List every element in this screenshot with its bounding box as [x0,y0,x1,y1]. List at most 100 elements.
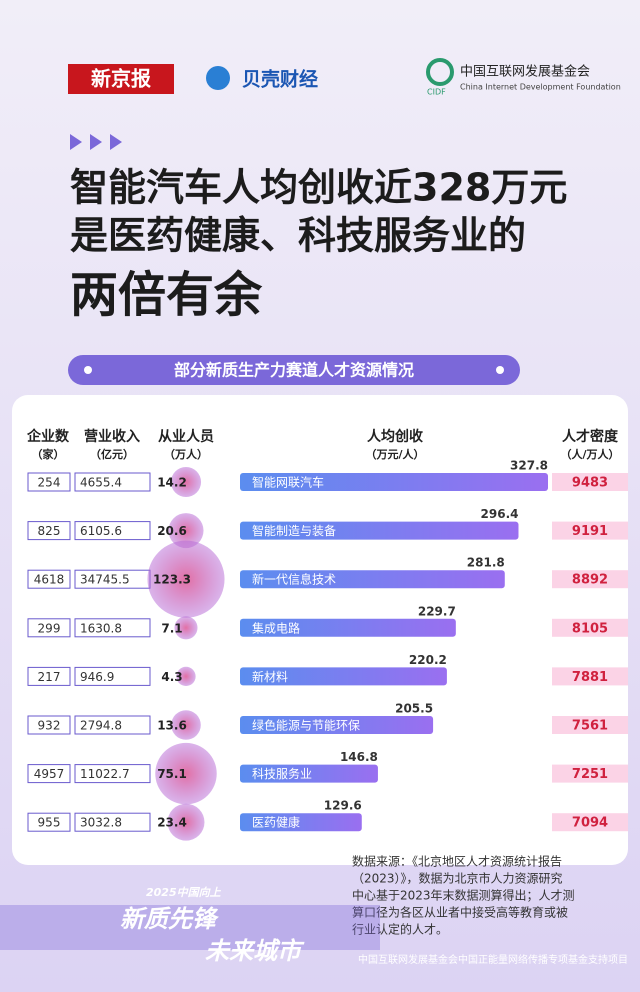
bar [240,813,362,832]
decor [84,366,92,374]
cell-box [27,521,71,541]
source-line: 行业认定的人才。 [352,922,448,937]
density: 7881 [572,670,608,685]
cell-box [552,716,628,734]
column-header: （亿元） [90,447,134,461]
cell-box [27,715,71,735]
source-line: 数据来源：《北京地区人才资源统计报告 [352,854,562,869]
logo-icon [426,58,454,86]
value-label: 220.2 [409,653,447,667]
density: 7561 [572,719,608,734]
bar-label: 新一代信息技术 [252,572,336,587]
title: 智能汽车人均创收近328万元 [70,166,567,210]
campaign: 新质先锋 [120,905,219,933]
revenue: 1630.8 [80,621,122,635]
companies: 955 [38,816,61,830]
bar [240,764,378,783]
cell-box [552,521,628,540]
logo: 中国互联网发展基金会 [460,64,590,80]
cell-box [27,764,71,784]
logo: CIDF [427,88,446,97]
campaign: 2025中国向上 [146,886,222,899]
density: 9483 [572,476,608,491]
cell-box [552,473,628,491]
companies: 825 [38,524,61,538]
bar-label: 新材料 [252,669,288,684]
bar-label: 医药健康 [252,815,300,830]
cell-box [74,666,151,686]
cell-box [27,618,71,638]
column-header: （家） [32,447,65,461]
subtitle: 部分新质生产力赛道人才资源情况 [174,361,414,380]
employee-bubble [155,742,217,805]
source-line: 算口径为各区从业者中接受高等教育或被 [352,905,568,920]
column-header: （万人） [164,447,208,461]
companies: 932 [38,719,61,733]
value-label: 146.8 [340,750,378,764]
density: 9191 [572,524,608,539]
revenue: 3032.8 [80,816,122,830]
bar [240,521,519,540]
value-label: 229.7 [418,604,456,618]
employees: 4.3 [161,670,182,684]
value-label: 327.8 [510,459,548,473]
revenue: 2794.8 [80,719,122,733]
density: 8892 [572,573,608,588]
density: 8105 [572,621,608,636]
logo: 贝壳财经 [242,68,318,91]
employee-bubble [147,540,225,618]
logo: 新京报 [91,67,151,91]
bar [240,618,456,637]
logo: China Internet Development Foundation [460,83,621,92]
revenue: 946.9 [80,670,114,684]
title: 两倍有余 [70,267,263,323]
bar-label: 绿色能源与节能环保 [252,718,360,733]
density: 7094 [572,816,608,831]
bar [240,473,548,491]
cell-box [552,618,628,637]
banner [0,905,380,950]
companies: 254 [38,476,61,490]
cell-box [552,570,628,589]
employee-bubble [167,803,205,841]
employee-bubble [174,616,198,640]
cell-box [74,618,151,638]
employees: 13.6 [157,719,187,733]
column-header: （万元/人） [365,447,424,461]
source-line: （2023）》，数据为北京市人力资源研究 [352,871,563,886]
value-label: 281.8 [467,556,505,570]
employees: 23.4 [157,816,187,830]
revenue: 4655.4 [80,476,122,490]
cell-box [74,812,151,832]
revenue: 6105.6 [80,524,122,538]
column-header: （人/万人） [560,447,619,461]
cell-box [552,764,628,783]
column-header: 企业数 [26,428,70,445]
employees: 75.1 [157,767,187,781]
employees: 123.3 [153,573,191,587]
value-label: 129.6 [324,799,362,813]
companies: 4618 [34,573,65,587]
cell-box [74,472,151,492]
employees: 20.6 [157,524,187,538]
bar [240,667,447,686]
campaign: 未来城市 [205,937,305,965]
column-header: 人才密度 [562,428,619,445]
value-label: 205.5 [395,702,433,716]
employees: 14.2 [157,476,187,490]
bar [240,570,505,589]
column-header: 营业收入 [84,428,140,445]
companies: 4957 [34,767,65,781]
cell-box [74,764,151,784]
companies: 217 [38,670,61,684]
density: 7251 [572,767,608,782]
decor [70,134,122,150]
cell-box [552,667,628,686]
cell-box [27,472,71,492]
employee-bubble [171,710,201,740]
cell-box [74,521,151,541]
table: 企业数 （家） 营业收入 （亿元） 从业人员 （万人） 人均创收 （万元/人） 人才密度 （人/万… [26,428,628,841]
bar-label: 科技服务业 [252,766,312,781]
revenue: 34745.5 [80,573,130,587]
cell-box [74,715,151,735]
